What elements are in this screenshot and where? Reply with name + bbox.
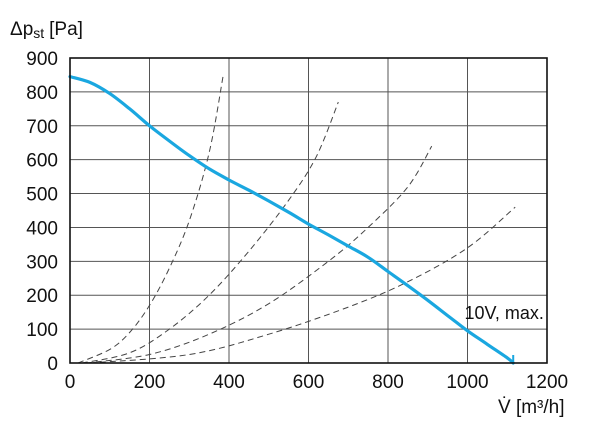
y-axis-title: Δpst [Pa] [10, 19, 83, 41]
system-curve-2 [81, 101, 339, 364]
system-curves [77, 76, 516, 364]
grid [70, 58, 547, 363]
system-curve-3 [85, 145, 433, 364]
fan-curve-line [68, 75, 515, 365]
x-tick-label: 1000 [446, 372, 488, 393]
y-tick-label: 700 [26, 117, 58, 138]
x-tick-label: 200 [134, 372, 166, 393]
y-tick-label: 400 [26, 218, 58, 239]
x-tick-labels: 0 200 400 600 800 1000 1200 [65, 372, 568, 393]
x-tick-label: 600 [293, 372, 325, 393]
y-tick-label: 200 [26, 286, 58, 307]
y-tick-label: 900 [26, 49, 58, 70]
y-tick-label: 100 [26, 320, 58, 341]
y-tick-labels: 0 100 200 300 400 500 600 700 800 900 [26, 49, 58, 375]
fan-curve [68, 75, 515, 365]
y-tick-label: 300 [26, 252, 58, 273]
y-tick-label: 500 [26, 185, 58, 206]
x-tick-label: 1200 [526, 372, 568, 393]
x-tick-label: 0 [65, 372, 76, 393]
y-tick-label: 600 [26, 151, 58, 172]
x-axis-title: V̇ [m³/h] [498, 397, 565, 418]
system-curve-1 [77, 76, 224, 364]
plot-frame [69, 57, 548, 364]
y-tick-label: 0 [47, 354, 58, 375]
curve-annotation: 10V, max. [465, 303, 544, 323]
y-tick-label: 800 [26, 83, 58, 104]
x-tick-label: 800 [372, 372, 404, 393]
x-tick-label: 400 [213, 372, 245, 393]
